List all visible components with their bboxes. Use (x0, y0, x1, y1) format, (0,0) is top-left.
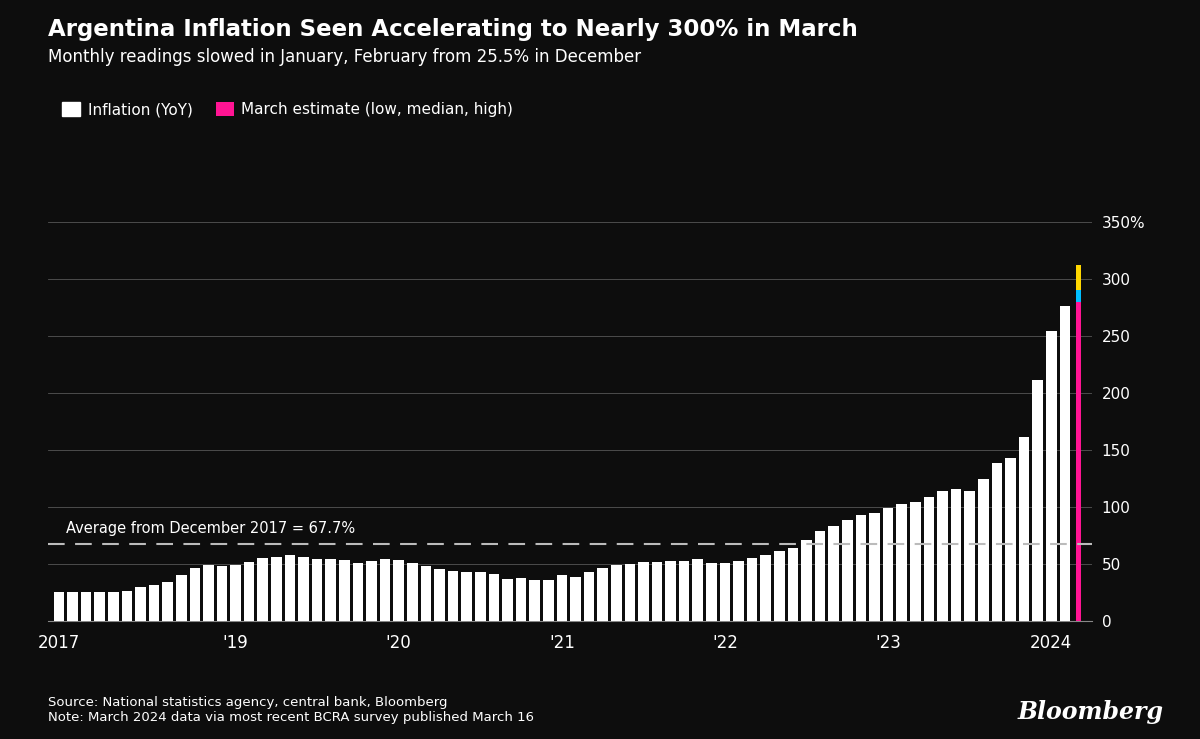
Bar (937, 491, 948, 621)
Bar (761, 555, 772, 621)
Bar (1046, 331, 1056, 621)
Bar (583, 572, 594, 621)
Bar (611, 565, 622, 621)
Bar (1075, 302, 1081, 621)
Bar (1019, 437, 1030, 621)
Bar (434, 569, 445, 621)
Bar (828, 526, 839, 621)
Bar (149, 585, 160, 621)
Bar (1075, 265, 1081, 290)
Bar (421, 565, 431, 621)
Bar (774, 551, 785, 621)
Bar (733, 561, 744, 621)
Bar (950, 489, 961, 621)
Bar (746, 558, 757, 621)
Bar (542, 579, 553, 621)
Bar (190, 568, 200, 621)
Bar (448, 571, 458, 621)
Text: Source: National statistics agency, central bank, Bloomberg
Note: March 2024 dat: Source: National statistics agency, cent… (48, 696, 534, 724)
Bar (312, 559, 323, 621)
Bar (787, 548, 798, 621)
Bar (108, 592, 119, 621)
Bar (230, 565, 241, 621)
Bar (203, 565, 214, 621)
Bar (598, 568, 608, 621)
Bar (340, 559, 349, 621)
Bar (896, 504, 907, 621)
Bar (815, 531, 826, 621)
Bar (176, 575, 186, 621)
Text: Average from December 2017 = 67.7%: Average from December 2017 = 67.7% (66, 520, 355, 536)
Bar (366, 562, 377, 621)
Bar (883, 508, 893, 621)
Bar (638, 562, 649, 621)
Bar (95, 592, 104, 621)
Bar (488, 574, 499, 621)
Text: Bloomberg: Bloomberg (1018, 701, 1164, 724)
Bar (516, 578, 527, 621)
Bar (299, 557, 308, 621)
Bar (407, 563, 418, 621)
Bar (475, 573, 486, 621)
Bar (842, 520, 853, 621)
Legend: Inflation (YoY), March estimate (low, median, high): Inflation (YoY), March estimate (low, me… (55, 96, 520, 123)
Bar (380, 559, 390, 621)
Bar (162, 582, 173, 621)
Bar (217, 567, 227, 621)
Bar (529, 580, 540, 621)
Bar (706, 562, 716, 621)
Bar (1075, 290, 1081, 302)
Bar (121, 590, 132, 621)
Bar (54, 593, 64, 621)
Bar (991, 463, 1002, 621)
Bar (258, 559, 268, 621)
Bar (284, 556, 295, 621)
Text: Argentina Inflation Seen Accelerating to Nearly 300% in March: Argentina Inflation Seen Accelerating to… (48, 18, 858, 41)
Bar (856, 515, 866, 621)
Bar (502, 579, 512, 621)
Bar (910, 502, 920, 621)
Bar (244, 562, 254, 621)
Bar (802, 539, 812, 621)
Bar (665, 561, 676, 621)
Bar (570, 577, 581, 621)
Bar (869, 513, 880, 621)
Bar (557, 575, 568, 621)
Bar (924, 497, 934, 621)
Bar (1060, 306, 1070, 621)
Bar (692, 559, 703, 621)
Bar (978, 479, 989, 621)
Bar (353, 563, 364, 621)
Bar (624, 564, 635, 621)
Bar (67, 592, 78, 621)
Bar (394, 560, 404, 621)
Bar (80, 592, 91, 621)
Bar (1032, 380, 1043, 621)
Text: Monthly readings slowed in January, February from 25.5% in December: Monthly readings slowed in January, Febr… (48, 48, 641, 66)
Bar (136, 587, 145, 621)
Bar (271, 557, 282, 621)
Bar (461, 572, 472, 621)
Bar (679, 562, 690, 621)
Bar (1006, 458, 1015, 621)
Bar (720, 563, 731, 621)
Bar (965, 491, 974, 621)
Bar (325, 559, 336, 621)
Bar (652, 562, 662, 621)
